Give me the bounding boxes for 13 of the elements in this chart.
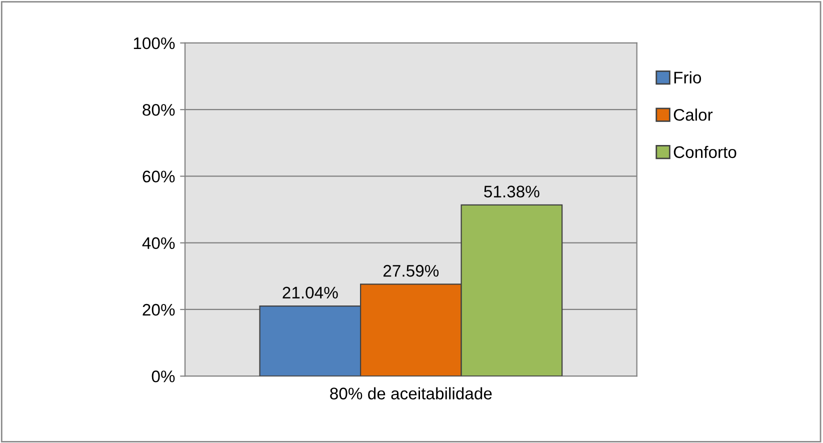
y-tick-label: 80% [142,104,175,116]
data-label: 21.04% [282,286,338,299]
data-label: 51.38% [484,186,540,198]
legend-label: Frio [674,71,702,84]
y-tick-label: 60% [142,170,175,182]
y-tick-label: 0% [152,370,175,382]
x-tick-label: 80% de aceitabilidade [330,387,492,400]
y-tick-label: 20% [142,304,175,316]
legend-label: Calor [674,108,713,121]
legend-label: Conforto [674,146,736,158]
y-tick-label: 100% [134,37,175,50]
y-tick-label: 40% [142,237,175,250]
data-label: 27.59% [384,264,439,277]
